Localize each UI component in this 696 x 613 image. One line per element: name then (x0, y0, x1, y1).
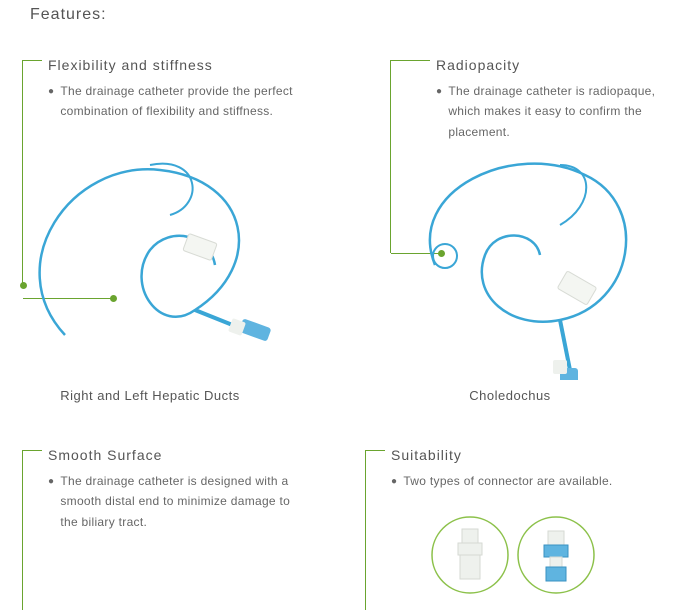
feature-top-right: Radiopacity ● The drainage catheter is r… (436, 57, 676, 142)
bullet-icon: ● (48, 81, 54, 122)
feature-body-radiopacity: ● The drainage catheter is radiopaque, w… (436, 81, 676, 142)
bullet-icon: ● (436, 81, 442, 142)
feature-body-flexibility: ● The drainage catheter provide the perf… (48, 81, 318, 122)
feature-body-smooth: ● The drainage catheter is designed with… (48, 471, 298, 532)
product-image-right (395, 150, 655, 380)
feature-title-radiopacity: Radiopacity (436, 57, 676, 73)
bracket-bottom-right (365, 450, 385, 610)
bullet-icon: ● (391, 471, 397, 491)
feature-body-suitability: ● Two types of connector are available. (391, 471, 681, 491)
feature-title-flexibility: Flexibility and stiffness (48, 57, 318, 73)
bullet-icon: ● (48, 471, 54, 532)
feature-title-smooth: Smooth Surface (48, 447, 298, 463)
caption-left: Right and Left Hepatic Ducts (40, 388, 260, 403)
feature-bottom-left: Smooth Surface ● The drainage catheter i… (48, 447, 298, 532)
bracket-bottom-left (22, 450, 42, 610)
connector-option-1 (430, 515, 510, 595)
caption-right: Choledochus (420, 388, 600, 403)
connector-option-2 (516, 515, 596, 595)
feature-bottom-right: Suitability ● Two types of connector are… (391, 447, 681, 491)
feature-text: The drainage catheter is radiopaque, whi… (448, 81, 676, 142)
feature-title-suitability: Suitability (391, 447, 681, 463)
feature-text: The drainage catheter provide the perfec… (60, 81, 318, 122)
feature-text: The drainage catheter is designed with a… (60, 471, 298, 532)
product-image-left (20, 155, 280, 375)
page-title: Features: (30, 6, 107, 24)
feature-top-left: Flexibility and stiffness ● The drainage… (48, 57, 318, 122)
feature-text: Two types of connector are available. (403, 471, 612, 491)
